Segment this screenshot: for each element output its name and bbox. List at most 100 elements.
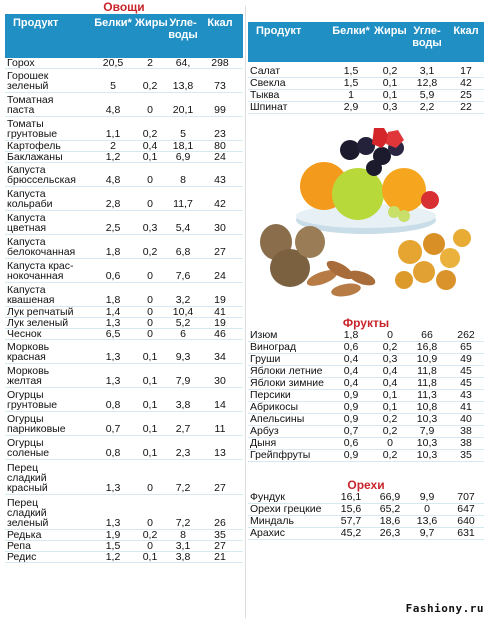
right-rows: Салат 1,5 0,2 3,1 17 Свекла 1,5 0,1 12,8 42 Тыква 1… (248, 66, 484, 114)
product-name: Дыня (250, 437, 277, 449)
column-divider (245, 6, 246, 618)
protein-value: 1,5 (343, 77, 359, 89)
product-name: Изюм (250, 329, 278, 341)
carbs-value: 7,9 (419, 425, 435, 437)
protein-value: 1,2 (105, 551, 121, 563)
product-name: Абрикосы (250, 401, 299, 413)
carbs-value: 10,9 (416, 353, 438, 365)
fat-value: 0 (147, 198, 153, 210)
kcal-value: 262 (457, 329, 475, 341)
header-carbs: Угле- воды (412, 25, 442, 49)
product-name: Арахис (250, 527, 286, 539)
table-row: Яблоки зимние 0,4 0,4 11,8 45 (248, 378, 484, 390)
carbs-value: 5 (180, 128, 186, 140)
carbs-value: 6,8 (175, 246, 191, 258)
kcal-value: 22 (460, 101, 472, 113)
table-row: Горошек зеленый 5 0,2 13,8 73 (5, 69, 243, 93)
header-kcal: Ккал (453, 25, 479, 37)
protein-value: 1,5 (105, 540, 121, 552)
carbs-value: 10,4 (172, 306, 194, 318)
protein-value: 0,4 (343, 365, 359, 377)
fat-value: 0 (147, 270, 153, 282)
table-row: Арахис 45,2 26,3 9,7 631 (248, 528, 484, 540)
protein-value: 16,1 (340, 491, 362, 503)
table-row: Огурцы грунтовые 0,8 0,1 3,8 14 (5, 388, 243, 412)
carbs-value: 5,4 (175, 222, 191, 234)
protein-value: 1,8 (105, 246, 121, 258)
product-name: Капуста кольраби (7, 188, 53, 210)
table-row: Груши 0,4 0,3 10,9 49 (248, 354, 484, 366)
kcal-value: 80 (214, 140, 226, 152)
product-name: Миндаль (250, 515, 294, 527)
protein-value: 0,6 (343, 437, 359, 449)
protein-value: 45,2 (340, 527, 362, 539)
apple-icon (332, 168, 384, 220)
table-row: Огурцы соленые 0,8 0,1 2,3 13 (5, 436, 243, 460)
carbs-value: 11,8 (417, 365, 437, 377)
kcal-value: 99 (214, 104, 226, 116)
fat-value: 0,1 (142, 447, 158, 459)
kcal-value: 65 (460, 341, 472, 353)
kcal-value: 46 (214, 328, 226, 340)
fat-value: 0 (147, 517, 153, 529)
kcal-value: 647 (457, 503, 475, 515)
fat-value: 0,1 (382, 89, 398, 101)
header-fat: Жиры (135, 17, 168, 29)
product-name: Томаты грунтовые (7, 118, 58, 140)
fat-value: 0 (147, 306, 153, 318)
protein-value: 1,3 (105, 351, 121, 363)
product-name: Капуста цветная (7, 212, 47, 234)
protein-value: 0,9 (343, 413, 359, 425)
carbs-value: 66 (421, 329, 433, 341)
carbs-value: 13,8 (172, 80, 194, 92)
kcal-value: 35 (460, 449, 472, 461)
fat-value: 0,2 (382, 413, 398, 425)
product-name: Редька (7, 529, 42, 541)
fat-value: 0,1 (142, 551, 158, 563)
carbs-value: 10,3 (416, 437, 438, 449)
carbs-value: 8 (180, 529, 186, 541)
kcal-value: 19 (214, 294, 226, 306)
protein-value: 1,1 (105, 128, 121, 140)
table-row: Баклажаны 1,2 0,1 6,9 24 (5, 152, 243, 163)
fat-value: 0,2 (142, 128, 158, 140)
fat-value: 0,2 (142, 246, 158, 258)
fat-value: 0 (147, 104, 153, 116)
protein-value: 0,9 (343, 389, 359, 401)
product-name: Яблоки летние (250, 365, 323, 377)
fat-value: 0,1 (382, 401, 398, 413)
protein-value: 1,2 (105, 151, 121, 163)
carbs-value: 16,8 (416, 341, 438, 353)
carbs-value: 5,9 (419, 89, 435, 101)
table-row: Капуста брюссельская 4,8 0 8 43 (5, 163, 243, 187)
carbs-value: 8 (180, 174, 186, 186)
right-header: Продукт Белки* Жиры Угле- воды Ккал (248, 22, 484, 62)
kcal-value: 25 (460, 89, 472, 101)
carbs-value: 10,3 (416, 449, 438, 461)
fat-value: 0,1 (142, 375, 158, 387)
vegetables-title: Овощи (103, 0, 145, 14)
header-protein: Белки* (332, 25, 370, 37)
kcal-value: 707 (457, 491, 475, 503)
table-row: Тыква 1 0,1 5,9 25 (248, 90, 484, 102)
fat-value: 0,1 (142, 399, 158, 411)
table-row: Свекла 1,5 0,1 12,8 42 (248, 78, 484, 90)
kcal-value: 27 (214, 540, 226, 552)
carbs-value: 11,3 (417, 389, 437, 401)
product-name: Перец сладкий красный (7, 462, 48, 494)
protein-value: 1,8 (343, 329, 359, 341)
fat-value: 18,6 (379, 515, 401, 527)
table-row: Горох 20,5 2 64, 298 (5, 58, 243, 69)
kcal-value: 30 (214, 222, 226, 234)
table-row: Дыня 0,6 0 10,3 38 (248, 438, 484, 450)
header-protein: Белки* (94, 17, 132, 29)
table-row: Капуста белокочанная 1,8 0,2 6,8 27 (5, 235, 243, 259)
protein-value: 0,7 (105, 423, 121, 435)
kcal-value: 19 (214, 317, 226, 329)
product-name: Лук репчатый (7, 306, 74, 318)
kcal-value: 43 (460, 389, 472, 401)
product-name: Лук зеленый (7, 317, 69, 329)
table-row: Редька 1,9 0,2 8 35 (5, 530, 243, 541)
product-name: Капуста белокочанная (7, 236, 76, 258)
